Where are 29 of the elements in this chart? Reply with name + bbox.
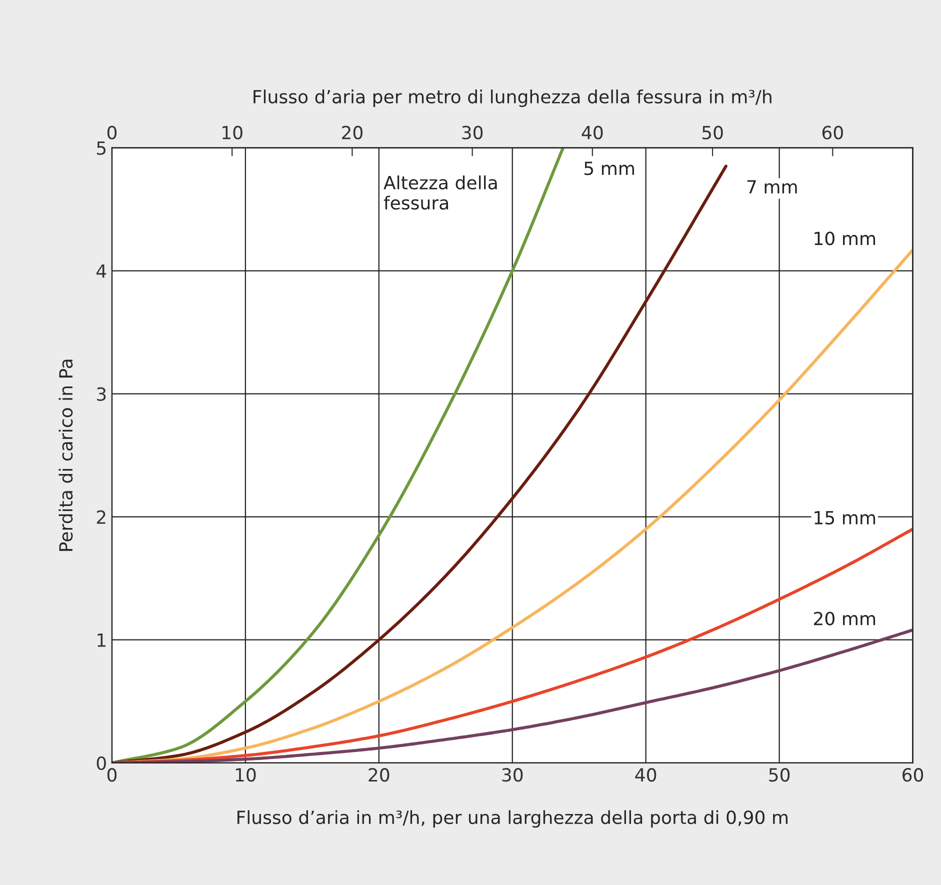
- series-label: 15 mm: [814, 511, 876, 525]
- x2-tick-label: 50: [702, 126, 723, 140]
- x-tick-label: 10: [236, 768, 256, 782]
- x-axis-title: Flusso d’aria in m³/h, per una larghezza della porta di 0,90 m: [237, 810, 788, 828]
- x-tick-label: 20: [368, 768, 390, 782]
- x2-tick-label: 20: [342, 126, 362, 140]
- series-label: 20 mm: [814, 612, 876, 626]
- annotation: Altezza della fessura: [384, 175, 497, 210]
- y-tick-label: 2: [96, 510, 106, 524]
- x2-tick-label: 60: [822, 126, 843, 140]
- y-tick-label: 0: [96, 756, 106, 770]
- y-tick-label: 1: [98, 634, 106, 647]
- x-tick-label: 40: [635, 768, 656, 782]
- x2-tick-label: 30: [462, 126, 483, 140]
- y-tick-label: 3: [97, 387, 106, 401]
- x2-axis-title: Flusso d’aria per metro di lunghezza della fessura in m³/h: [254, 90, 772, 107]
- y-tick-label: 4: [96, 264, 106, 278]
- x2-tick-label: 0: [107, 126, 117, 140]
- series-label: 10 mm: [814, 232, 876, 246]
- y-axis-title: Perdita di carico in Pa: [58, 360, 73, 551]
- x2-tick-label: 10: [222, 126, 242, 140]
- x-tick-label: 50: [769, 768, 790, 782]
- y-tick-label: 5: [97, 141, 106, 155]
- x-tick-label: 0: [107, 768, 117, 782]
- series-label: 7 mm: [747, 180, 797, 194]
- x-tick-label: 30: [502, 768, 523, 782]
- x-tick-label: 60: [902, 768, 924, 782]
- series-label: 5 mm: [584, 162, 634, 176]
- x2-tick-label: 40: [582, 126, 603, 140]
